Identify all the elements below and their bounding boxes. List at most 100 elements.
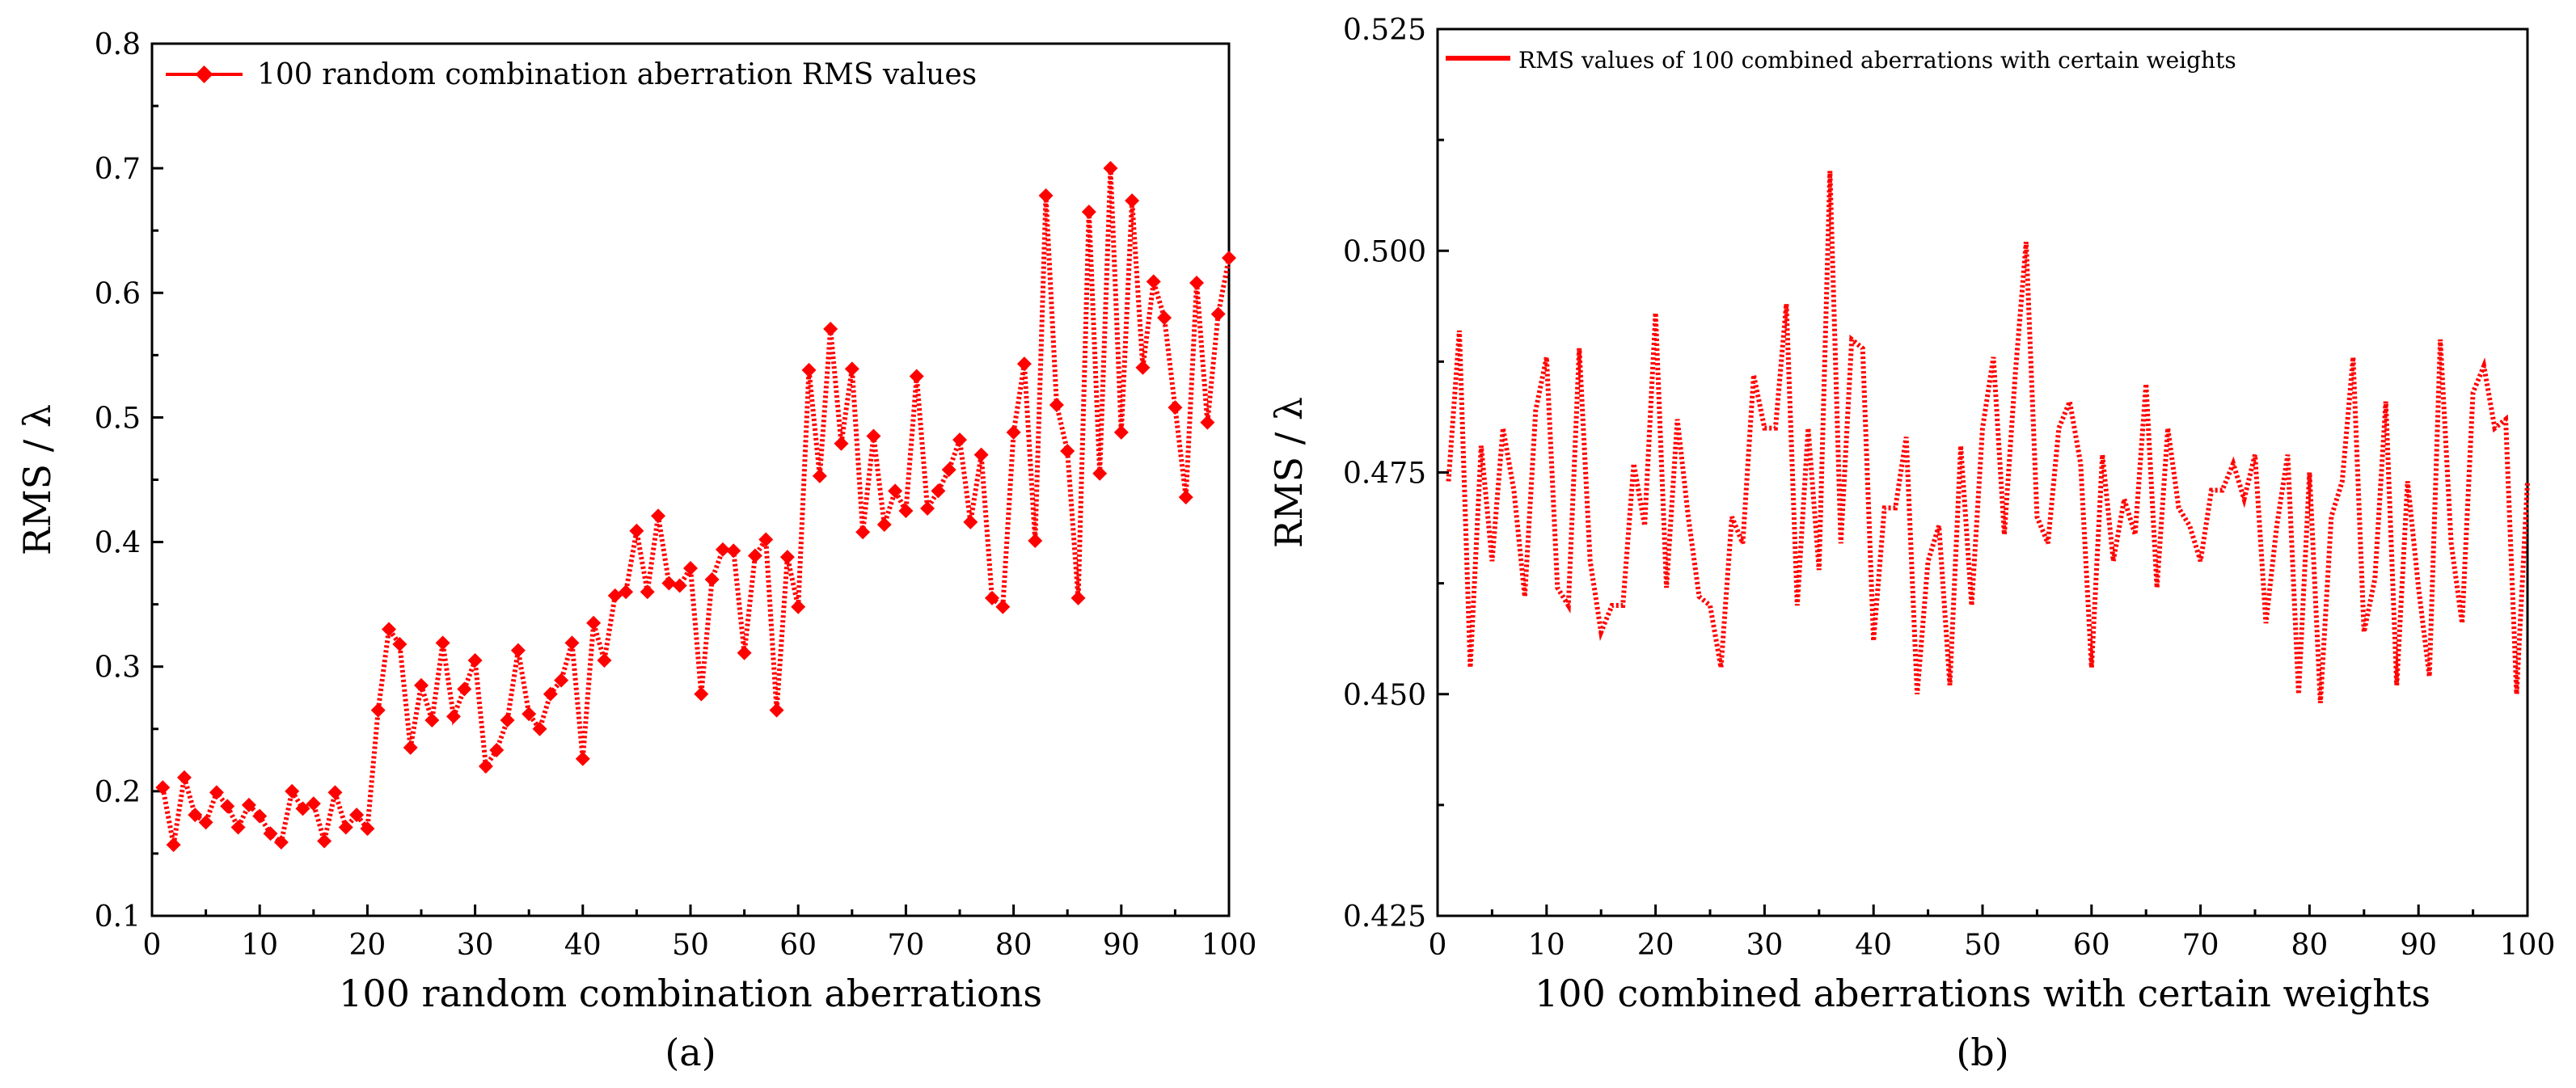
- legend-b: RMS values of 100 combined aberrations w…: [1446, 47, 2236, 74]
- data-point-a: [984, 590, 999, 605]
- x-tick-label-a: 50: [672, 929, 709, 962]
- data-point-a: [931, 483, 946, 499]
- data-point-a: [823, 321, 838, 336]
- data-point-a: [435, 635, 450, 651]
- legend-label-a: 100 random combination aberration RMS va…: [257, 58, 977, 91]
- y-axis-ticks-a: 0.1 0.2 0.3 0.4 0.5 0.6 0.7 0.8: [95, 28, 163, 934]
- x-tick-label-b: 100: [2500, 929, 2556, 962]
- data-point-a: [715, 542, 730, 557]
- data-point-a: [619, 584, 634, 600]
- data-point-a: [791, 599, 806, 614]
- x-tick-label-a: 90: [1103, 929, 1140, 962]
- data-point-a: [1146, 274, 1161, 289]
- data-point-a: [424, 712, 440, 727]
- y-tick-label-b: 0.425: [1343, 900, 1426, 934]
- y-tick-label-a: 0.5: [95, 402, 141, 435]
- y-axis-ticks-b: 0.425 0.450 0.475 0.500 0.525: [1343, 14, 1449, 934]
- y-tick-label-a: 0.1: [95, 900, 141, 934]
- data-point-a: [834, 436, 849, 451]
- y-tick-label-a: 0.8: [95, 28, 141, 61]
- x-tick-label-b: 20: [1637, 929, 1674, 962]
- data-point-a: [640, 584, 655, 600]
- data-point-a: [1092, 466, 1108, 481]
- data-point-a: [1125, 193, 1140, 209]
- data-point-a: [564, 635, 580, 651]
- data-point-a: [726, 543, 741, 559]
- data-point-a: [1157, 310, 1172, 326]
- data-point-a: [1103, 161, 1118, 176]
- data-point-a: [779, 550, 795, 565]
- legend-marker-a: [195, 65, 213, 83]
- data-point-a: [338, 820, 353, 835]
- x-tick-label-a: 20: [348, 929, 386, 962]
- x-tick-label-b: 80: [2291, 929, 2328, 962]
- data-point-a: [898, 504, 914, 519]
- y-tick-label-a: 0.6: [95, 277, 141, 310]
- data-point-a: [467, 653, 483, 668]
- y-tick-label-b: 0.475: [1343, 458, 1426, 491]
- data-point-a: [1222, 251, 1236, 266]
- data-point-a: [586, 615, 602, 630]
- y-tick-label-b: 0.525: [1343, 14, 1426, 47]
- x-tick-label-a: 60: [779, 929, 817, 962]
- data-point-a: [230, 820, 246, 835]
- data-point-a: [1049, 398, 1064, 413]
- data-point-a: [876, 517, 892, 532]
- data-point-a: [963, 514, 978, 529]
- data-point-a: [317, 833, 332, 849]
- chart-panel-b: 0.425 0.450 0.475 0.500 0.525 0 10 20 30 40 50 60 7…: [1267, 14, 2555, 1074]
- data-point-a: [392, 636, 408, 652]
- data-point-a: [1038, 188, 1054, 204]
- x-tick-label-a: 10: [241, 929, 278, 962]
- data-point-a: [295, 801, 310, 816]
- data-point-a: [812, 468, 827, 483]
- x-tick-label-a: 100: [1201, 929, 1257, 962]
- data-point-a: [952, 432, 967, 448]
- data-point-a: [888, 483, 903, 499]
- data-point-a: [683, 560, 698, 576]
- data-point-a: [532, 721, 547, 736]
- data-point-a: [209, 785, 224, 800]
- series-line-a: [160, 168, 1231, 847]
- x-axis-ticks-a: 0 10 20 30 40 50 60 70 80 90 100: [143, 905, 1257, 962]
- data-point-a: [543, 686, 558, 702]
- data-point-a: [909, 369, 924, 384]
- data-point-a: [241, 797, 256, 812]
- x-tick-label-b: 50: [1964, 929, 2001, 962]
- data-point-a: [866, 428, 881, 444]
- y-tick-label-a: 0.4: [95, 527, 141, 560]
- x-tick-label-a: 30: [457, 929, 494, 962]
- data-point-a: [489, 742, 505, 757]
- data-point-a: [370, 702, 386, 718]
- data-point-a: [360, 821, 375, 837]
- data-point-a: [155, 780, 171, 795]
- data-point-a: [758, 532, 774, 547]
- y-tick-label-a: 0.2: [95, 776, 141, 809]
- x-tick-label-b: 60: [2073, 929, 2110, 962]
- x-axis-title-b: 100 combined aberrations with certain we…: [1535, 972, 2430, 1015]
- y-tick-label-a: 0.3: [95, 652, 141, 685]
- x-axis-ticks-b: 0 10 20 30 40 50 60 70 80 90 100: [1429, 905, 2556, 962]
- x-tick-label-b: 70: [2182, 929, 2219, 962]
- data-point-a: [500, 712, 515, 727]
- x-tick-label-b: 40: [1855, 929, 1892, 962]
- legend-label-b: RMS values of 100 combined aberrations w…: [1518, 47, 2236, 74]
- data-point-a: [769, 702, 784, 718]
- data-point-a: [457, 681, 472, 697]
- series-layer-b: [1446, 171, 2530, 703]
- x-tick-label-a: 0: [143, 929, 162, 962]
- data-point-a: [198, 815, 213, 830]
- x-tick-label-b: 30: [1746, 929, 1783, 962]
- data-point-a: [252, 808, 268, 824]
- data-point-a: [188, 808, 203, 823]
- data-point-a: [166, 837, 181, 853]
- y-axis-title-a: RMS / λ: [15, 404, 59, 555]
- x-tick-label-a: 70: [887, 929, 924, 962]
- y-tick-label-a: 0.7: [95, 153, 141, 186]
- x-tick-label-b: 10: [1528, 929, 1565, 962]
- data-point-a: [1200, 415, 1215, 430]
- x-tick-label-a: 80: [995, 929, 1033, 962]
- data-point-a: [554, 673, 569, 688]
- x-axis-title-a: 100 random combination aberrations: [339, 972, 1042, 1015]
